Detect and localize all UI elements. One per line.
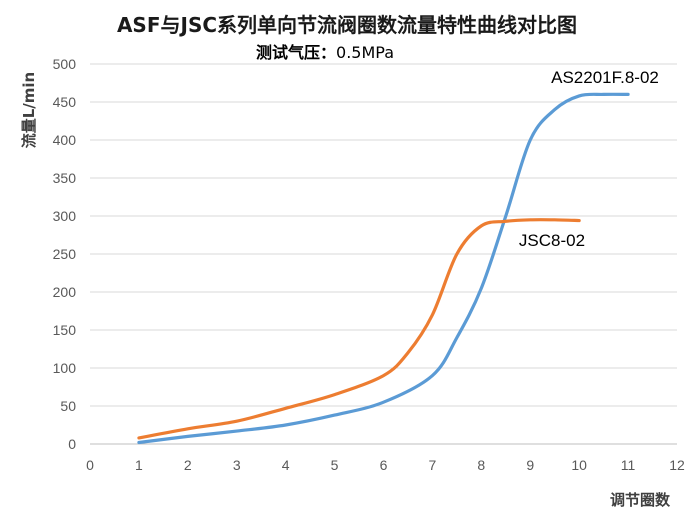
- y-tick-label: 450: [53, 94, 77, 110]
- x-tick-label: 11: [621, 457, 636, 473]
- x-tick-label: 0: [86, 457, 94, 473]
- y-tick-label: 250: [53, 246, 77, 262]
- y-tick-label: 200: [53, 284, 77, 300]
- series-label-as2201f: AS2201F.8-02: [551, 68, 659, 87]
- x-tick-label: 9: [526, 457, 534, 473]
- series-lines: [137, 92, 630, 445]
- x-tick-label: 6: [380, 457, 388, 473]
- x-tick-label: 5: [331, 457, 339, 473]
- x-axis-ticks: 0 1 2 3 4 5 6 7 8 9 10 11 12: [86, 457, 685, 473]
- chart-title: ASF与JSC系列单向节流阀圈数流量特性曲线对比图: [117, 13, 577, 37]
- subtitle-value: 0.5MPa: [336, 43, 394, 62]
- y-tick-label: 100: [53, 360, 77, 376]
- x-tick-label: 3: [233, 457, 241, 473]
- y-tick-label: 500: [53, 56, 77, 72]
- x-tick-label: 10: [571, 457, 587, 473]
- y-tick-label: 350: [53, 170, 77, 186]
- x-tick-label: 12: [669, 457, 685, 473]
- x-tick-label: 2: [184, 457, 192, 473]
- chart-subtitle: 测试气压：0.5MPa: [256, 43, 394, 62]
- y-tick-label: 150: [53, 322, 77, 338]
- x-tick-label: 1: [135, 457, 143, 473]
- y-axis-ticks: 0 50 100 150 200 250 300 350 400 450 500: [53, 56, 77, 452]
- series-label-jsc8: JSC8-02: [519, 231, 585, 250]
- y-tick-label: 50: [60, 398, 76, 414]
- y-tick-label: 0: [68, 436, 76, 452]
- subtitle-label: 测试气压：: [256, 43, 336, 62]
- y-axis-title: 流量L/min: [20, 72, 38, 149]
- series-line-1: [137, 218, 581, 440]
- x-tick-label: 8: [477, 457, 485, 473]
- x-tick-label: 7: [429, 457, 437, 473]
- gridlines: [90, 63, 677, 445]
- x-axis-title: 调节圈数: [610, 491, 671, 509]
- series-line-0: [137, 92, 630, 445]
- y-tick-label: 300: [53, 208, 77, 224]
- y-tick-label: 400: [53, 132, 77, 148]
- x-tick-label: 4: [282, 457, 290, 473]
